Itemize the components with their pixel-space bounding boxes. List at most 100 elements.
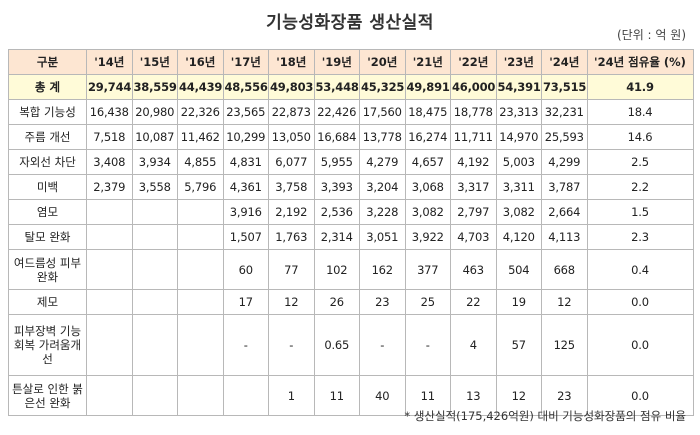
value-cell: 22,873 [268,99,315,125]
row-category: 미백 [8,174,87,200]
value-cell: 3,082 [404,199,451,225]
value-cell: - [222,314,269,376]
value-cell: 11 [313,375,360,416]
value-cell [86,375,133,416]
value-cell [131,224,178,250]
total-cell: 38,559 [131,74,178,100]
header-cell: '23년 [495,49,542,75]
value-cell: - [268,314,315,376]
header-row: 구분 '14년 '15년 '16년 '17년 '18년 '19년 '20년 '2… [8,49,694,75]
value-cell: 4 [450,314,497,376]
value-cell: 23,313 [495,99,542,125]
table-row: 탈모 완화 1,507 1,763 2,314 3,051 3,922 4,703 4,120… [8,224,694,250]
value-cell: 19 [495,289,542,315]
value-cell: 3,758 [268,174,315,200]
value-cell: 18,475 [404,99,451,125]
value-cell: 12 [268,289,315,315]
value-cell: 463 [450,249,497,290]
value-cell: 4,361 [222,174,269,200]
total-cell: 73,515 [541,74,588,100]
value-cell: 22 [450,289,497,315]
value-cell: 162 [359,249,406,290]
header-cell: '17년 [222,49,269,75]
value-cell: 3,558 [131,174,178,200]
value-cell: - [359,314,406,376]
row-category: 제모 [8,289,87,315]
value-cell: 60 [222,249,269,290]
value-cell: 13,050 [268,124,315,150]
share-cell: 2.5 [586,149,694,175]
unit-note: (단위 : 억 원) [616,28,686,42]
total-cell: 44,439 [177,74,224,100]
value-cell: 3,408 [86,149,133,175]
header-cell: '22년 [450,49,497,75]
value-cell: 22,426 [313,99,360,125]
value-cell: 3,916 [222,199,269,225]
value-cell: 4,831 [222,149,269,175]
value-cell: 14,970 [495,124,542,150]
value-cell [131,199,178,225]
value-cell: 32,231 [541,99,588,125]
value-cell: 3,068 [404,174,451,200]
table-row: 여드름성 피부완화 60 77 102 162 377 463 504 668 0.4 [8,249,694,290]
total-cell: 53,448 [313,74,360,100]
row-category: 튼살로 인한 붉은선 완화 [8,375,87,416]
total-cell: 46,000 [450,74,497,100]
table-row: 피부장벽 기능회복 가려움개선 - -0.65- -4 57 125 0.0 [8,314,694,376]
value-cell: 0.65 [313,314,360,376]
row-category: 여드름성 피부완화 [8,249,87,290]
row-category: 복합 기능성 [8,99,87,125]
share-cell: 0.0 [586,289,694,315]
table-row: 자외선 차단 3,408 3,934 4,855 4,831 6,077 5,955 4,27… [8,149,694,175]
total-row: 총 계 29,744 38,559 44,439 48,556 49,803 5… [8,74,694,100]
total-cell: 54,391 [495,74,542,100]
value-cell [86,249,133,290]
value-cell: 4,299 [541,149,588,175]
share-cell: 0.4 [586,249,694,290]
value-cell: 5,796 [177,174,224,200]
value-cell: 11 [404,375,451,416]
table-row: 튼살로 인한 붉은선 완화 1 11 40 11 13 12 23 0.0 [8,375,694,416]
value-cell: 16,438 [86,99,133,125]
value-cell: 12 [495,375,542,416]
value-cell: 4,657 [404,149,451,175]
total-label: 총 계 [8,74,87,100]
header-cell: '14년 [86,49,133,75]
header-cell: '24년 점유율 (%) [586,49,694,75]
value-cell: 4,703 [450,224,497,250]
value-cell [177,375,224,416]
value-cell: 3,922 [404,224,451,250]
value-cell: 4,192 [450,149,497,175]
total-cell: 41.9 [586,74,694,100]
header-cell: '21년 [404,49,451,75]
value-cell [131,289,178,315]
production-table: 구분 '14년 '15년 '16년 '17년 '18년 '19년 '20년 '2… [8,49,694,416]
value-cell: 77 [268,249,315,290]
value-cell: 377 [404,249,451,290]
value-cell: 5,003 [495,149,542,175]
value-cell: 5,955 [313,149,360,175]
value-cell: 26 [313,289,360,315]
value-cell: 22,326 [177,99,224,125]
value-cell: 1,763 [268,224,315,250]
value-cell: 4,279 [359,149,406,175]
table-row: 제모 17 12 26 23 25 22 19 12 0.0 [8,289,694,315]
value-cell [86,199,133,225]
value-cell: 504 [495,249,542,290]
value-cell: - [404,314,451,376]
value-cell: 10,087 [131,124,178,150]
table-row: 주름 개선 7,518 10,087 11,462 10,299 13,050 16,684… [8,124,694,150]
value-cell: 6,077 [268,149,315,175]
value-cell: 17,560 [359,99,406,125]
header-cell: '20년 [359,49,406,75]
value-cell: 2,664 [541,199,588,225]
share-cell: 2.2 [586,174,694,200]
value-cell [131,249,178,290]
value-cell: 1 [268,375,315,416]
footnote: * 생산실적(175,426억원) 대비 기능성화장품의 점유 비율 [404,409,686,423]
value-cell: 3,311 [495,174,542,200]
value-cell: 11,462 [177,124,224,150]
value-cell: 13,778 [359,124,406,150]
total-cell: 45,325 [359,74,406,100]
total-cell: 49,803 [268,74,315,100]
